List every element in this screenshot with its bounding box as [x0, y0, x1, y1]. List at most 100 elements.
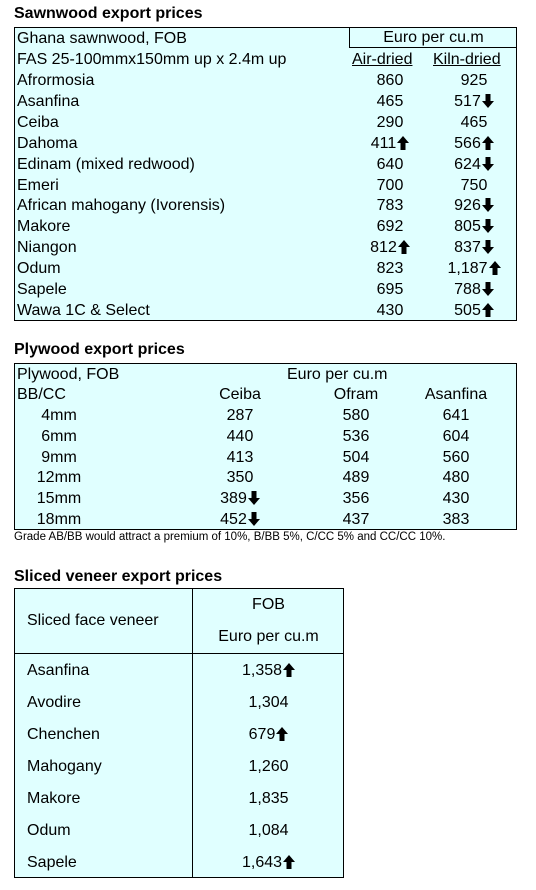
ceiba-value-text: 287: [226, 407, 254, 424]
table-row: Wawa 1C & Select 430 505: [15, 300, 516, 321]
plywood-title: Plywood export prices: [14, 341, 185, 358]
species-name: Makore: [17, 218, 71, 236]
kiln-dried-value-text: 624: [454, 155, 481, 173]
kiln-dried-value: 925: [433, 70, 515, 91]
table-row: Ceiba 290 465: [15, 112, 516, 133]
asanfina-value: 383: [442, 511, 470, 528]
veneer-value: 1,260: [192, 757, 345, 777]
thickness: 15mm: [36, 490, 82, 508]
air-dried-value-trend-up-icon: [397, 135, 410, 150]
kiln-dried-value: 465: [433, 112, 515, 133]
thickness: 4mm: [41, 407, 77, 424]
kiln-dried-value-trend-up-icon: [481, 302, 494, 317]
ofram-value: 536: [342, 427, 370, 445]
asanfina-value: 430: [442, 490, 470, 508]
kiln-dried-value-trend-down-icon: [481, 240, 494, 255]
kiln-dried-value-trend-down-icon: [481, 198, 494, 213]
veneer-value-text: 1,084: [248, 822, 289, 839]
species-name: African mahogany (Ivorensis): [17, 197, 226, 215]
ceiba-value-text: 413: [226, 448, 254, 466]
ceiba-value-text: 440: [226, 427, 254, 445]
air-dried-value-text: 411: [370, 134, 397, 152]
thickness: 6mm: [41, 427, 77, 445]
veneer-species: Odum: [27, 822, 71, 839]
asanfina-value: 560: [442, 448, 470, 466]
air-dried-value: 640: [350, 154, 430, 175]
col-ofram: Ofram: [333, 386, 379, 403]
air-dried-value-text: 430: [376, 301, 404, 319]
col-air-dried: Air-dried: [352, 51, 413, 68]
table-row: Niangon 812 837: [15, 237, 516, 258]
sawnwood-unit: Euro per cu.m: [383, 29, 484, 46]
veneer-species: Makore: [27, 790, 81, 807]
air-dried-value: 700: [350, 175, 430, 196]
kiln-dried-value-text: 750: [460, 176, 488, 194]
table-row: 4mm 287 580 641: [15, 405, 516, 426]
thickness: 18mm: [36, 511, 82, 528]
veneer-col-fob: FOB: [252, 596, 285, 613]
kiln-dried-value-text: 465: [460, 113, 488, 131]
air-dried-value-text: 692: [376, 218, 404, 236]
plywood-grade-label: BB/CC: [17, 386, 66, 403]
kiln-dried-value-text: 837: [454, 239, 481, 257]
kiln-dried-value-text: 925: [460, 72, 488, 89]
plywood-unit: Euro per cu.m: [287, 366, 388, 383]
kiln-dried-value-text: 505: [454, 301, 481, 319]
table-row: 15mm 389 356 430: [15, 488, 516, 509]
veneer-value-trend-up-icon: [276, 727, 289, 741]
species-name: Odum: [17, 260, 61, 278]
kiln-dried-value-text: 805: [454, 218, 481, 236]
species-name: Dahoma: [17, 134, 78, 152]
veneer-species: Chenchen: [27, 726, 100, 743]
veneer-table: Sliced face veneer FOB Euro per cu.m Asa…: [14, 588, 344, 878]
veneer-col-unit: Euro per cu.m: [218, 628, 319, 645]
air-dried-value-text: 823: [376, 260, 404, 278]
thickness: 9mm: [41, 448, 77, 466]
veneer-value-trend-up-icon: [283, 855, 296, 869]
veneer-species: Mahogany: [27, 758, 102, 775]
sawnwood-title: Sawnwood export prices: [14, 5, 203, 22]
air-dried-value-text: 700: [376, 176, 404, 194]
table-row: Odum 823 1,187: [15, 258, 516, 279]
kiln-dried-value-text: 926: [454, 197, 481, 215]
table-row: 18mm 452 437 383: [15, 509, 516, 530]
species-name: Ceiba: [17, 113, 59, 131]
kiln-dried-value: 750: [433, 175, 515, 196]
ceiba-value-text: 389: [220, 490, 247, 508]
air-dried-value: 823: [350, 258, 430, 279]
species-name: Sapele: [17, 281, 67, 298]
veneer-value-text: 1,835: [248, 790, 289, 807]
air-dried-value: 290: [350, 112, 430, 133]
kiln-dried-value: 566: [433, 133, 515, 154]
veneer-value: 1,084: [192, 821, 345, 841]
asanfina-value: 604: [442, 427, 470, 445]
kiln-dried-value-trend-down-icon: [481, 93, 494, 108]
sawnwood-table: Ghana sawnwood, FOB Euro per cu.m FAS 25…: [14, 27, 517, 321]
air-dried-value: 783: [350, 195, 430, 216]
air-dried-value-text: 860: [376, 72, 404, 89]
veneer-header-label: Sliced face veneer: [27, 612, 159, 629]
plywood-note: Grade AB/BB would attract a premium of 1…: [14, 531, 446, 543]
veneer-value: 679: [192, 725, 345, 745]
sawnwood-spec: FAS 25-100mmx150mm up x 2.4m up: [17, 51, 287, 68]
veneer-value-text: 1,643: [241, 854, 283, 871]
air-dried-value-text: 290: [376, 113, 404, 131]
table-row: Makore 692 805: [15, 216, 516, 237]
air-dried-value: 411: [350, 133, 430, 154]
ofram-value: 437: [342, 511, 370, 528]
air-dried-value: 860: [350, 70, 430, 91]
table-row: 6mm 440 536 604: [15, 426, 516, 447]
table-row: 9mm 413 504 560: [15, 447, 516, 468]
species-name: Wawa 1C & Select: [17, 301, 150, 319]
kiln-dried-value: 517: [433, 91, 515, 112]
veneer-value: 1,643: [192, 853, 345, 873]
col-ceiba: Ceiba: [219, 386, 261, 403]
asanfina-value: 480: [442, 469, 470, 487]
sawnwood-header-label: Ghana sawnwood, FOB: [17, 30, 187, 47]
table-row: Edinam (mixed redwood) 640 624: [15, 154, 516, 175]
kiln-dried-value: 837: [433, 237, 515, 258]
veneer-species: Sapele: [27, 854, 77, 871]
veneer-value: 1,835: [192, 789, 345, 809]
veneer-species: Avodire: [27, 694, 81, 711]
ceiba-value-text: 452: [220, 511, 247, 528]
